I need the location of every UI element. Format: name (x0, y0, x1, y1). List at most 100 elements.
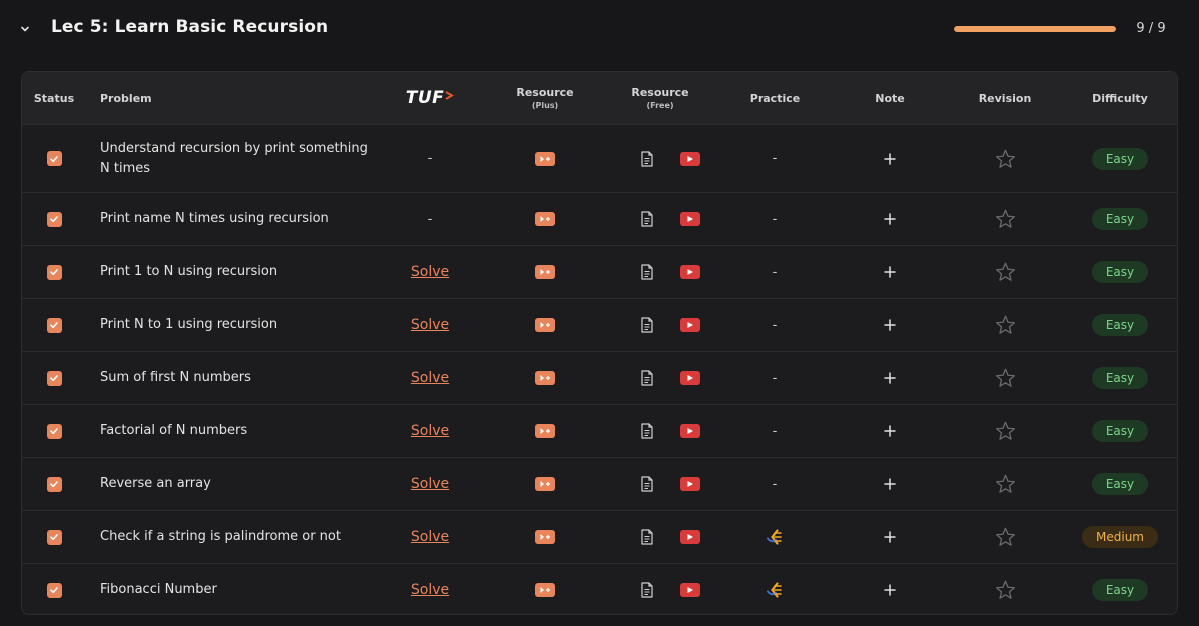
chevron-down-icon[interactable] (17, 21, 33, 37)
table-header: Status Problem TUF Resource (Plus) Resou… (22, 72, 1177, 124)
plus-icon[interactable] (884, 319, 896, 331)
problem-cell: Print name N times using recursion (100, 193, 390, 245)
plus-icon[interactable] (884, 213, 896, 225)
video-plus-icon[interactable] (535, 151, 555, 166)
plus-icon[interactable] (884, 372, 896, 384)
document-icon[interactable] (640, 264, 654, 280)
status-cell (22, 458, 86, 510)
youtube-icon[interactable] (680, 371, 700, 385)
youtube-icon[interactable] (680, 212, 700, 226)
star-icon[interactable] (995, 368, 1016, 388)
checkbox-checked-icon[interactable] (46, 317, 62, 333)
status-cell (22, 193, 86, 245)
document-icon[interactable] (640, 476, 654, 492)
problem-cell: Reverse an array (100, 458, 390, 510)
star-icon[interactable] (995, 421, 1016, 441)
star-icon[interactable] (995, 474, 1016, 494)
plus-icon[interactable] (884, 531, 896, 543)
document-icon[interactable] (640, 211, 654, 227)
resource-free-cell (610, 458, 730, 510)
star-icon[interactable] (995, 315, 1016, 335)
plus-icon[interactable] (884, 266, 896, 278)
youtube-icon[interactable] (680, 151, 700, 166)
practice-empty: - (772, 317, 778, 333)
problem-cell: Check if a string is palindrome or not (100, 511, 390, 563)
document-icon[interactable] (640, 370, 654, 386)
plus-icon[interactable] (884, 584, 896, 596)
problem-cell: Sum of first N numbers (100, 352, 390, 404)
star-icon[interactable] (995, 149, 1016, 169)
column-resource-free-label: Resource (631, 86, 689, 99)
solve-link[interactable]: Solve (410, 529, 450, 545)
solve-link[interactable]: Solve (410, 370, 450, 386)
checkbox-checked-icon[interactable] (46, 211, 62, 227)
solve-link[interactable]: Solve (410, 264, 450, 280)
resource-free-cell (610, 193, 730, 245)
problem-name: Print 1 to N using recursion (100, 264, 278, 279)
difficulty-badge: Easy (1091, 261, 1149, 283)
plus-icon[interactable] (884, 425, 896, 437)
status-cell (22, 564, 86, 614)
star-icon[interactable] (995, 527, 1016, 547)
solve-link[interactable]: Solve (410, 582, 450, 598)
plus-icon[interactable] (884, 478, 896, 490)
practice-empty: - (772, 423, 778, 439)
youtube-icon[interactable] (680, 265, 700, 279)
youtube-icon[interactable] (680, 424, 700, 438)
column-resource-free: Resource (Free) (610, 72, 710, 124)
table-row: Sum of first N numbers Solve - Easy (22, 351, 1177, 404)
column-note: Note (840, 72, 940, 124)
checkbox-checked-icon[interactable] (46, 151, 62, 166)
star-icon[interactable] (995, 209, 1016, 229)
youtube-icon[interactable] (680, 583, 700, 597)
youtube-icon[interactable] (680, 318, 700, 332)
youtube-icon[interactable] (680, 477, 700, 491)
youtube-icon[interactable] (680, 530, 700, 544)
plus-icon[interactable] (884, 152, 896, 165)
star-icon[interactable] (995, 262, 1016, 282)
star-icon[interactable] (995, 580, 1016, 600)
video-plus-icon[interactable] (535, 424, 555, 438)
problem-name: Print name N times using recursion (100, 211, 329, 226)
document-icon[interactable] (640, 529, 654, 545)
checkbox-checked-icon[interactable] (46, 423, 62, 439)
document-icon[interactable] (640, 582, 654, 598)
video-plus-icon[interactable] (535, 371, 555, 385)
problem-name: Factorial of N numbers (100, 423, 248, 438)
video-plus-icon[interactable] (535, 477, 555, 491)
problem-name: Print N to 1 using recursion (100, 317, 278, 332)
video-plus-icon[interactable] (535, 212, 555, 226)
video-plus-icon[interactable] (535, 530, 555, 544)
resource-free-cell (610, 564, 730, 614)
solve-link[interactable]: Solve (410, 476, 450, 492)
practice-empty: - (772, 370, 778, 386)
difficulty-cell: Easy (1070, 299, 1170, 351)
note-cell (840, 193, 940, 245)
checkbox-checked-icon[interactable] (46, 370, 62, 386)
checkbox-checked-icon[interactable] (46, 264, 62, 280)
document-icon[interactable] (640, 317, 654, 333)
table-row: Print N to 1 using recursion Solve - Eas… (22, 298, 1177, 351)
solve-link[interactable]: Solve (410, 423, 450, 439)
note-cell (840, 564, 940, 614)
difficulty-badge: Easy (1091, 420, 1149, 442)
tuf-cell: Solve (380, 352, 480, 404)
status-cell (22, 352, 86, 404)
document-icon[interactable] (640, 423, 654, 439)
resource-free-cell (610, 352, 730, 404)
document-icon[interactable] (640, 150, 654, 167)
solve-link[interactable]: Solve (410, 317, 450, 333)
practice-cell: - (725, 458, 825, 510)
video-plus-icon[interactable] (535, 318, 555, 332)
checkbox-checked-icon[interactable] (46, 476, 62, 492)
checkbox-checked-icon[interactable] (46, 582, 62, 598)
checkbox-checked-icon[interactable] (46, 529, 62, 545)
column-resource-free-sublabel: (Free) (646, 101, 674, 110)
video-plus-icon[interactable] (535, 265, 555, 279)
codestudio-icon[interactable] (766, 581, 784, 599)
codestudio-icon[interactable] (766, 528, 784, 546)
video-plus-icon[interactable] (535, 583, 555, 597)
difficulty-badge: Easy (1091, 147, 1149, 170)
note-cell (840, 246, 940, 298)
difficulty-badge: Easy (1091, 367, 1149, 389)
